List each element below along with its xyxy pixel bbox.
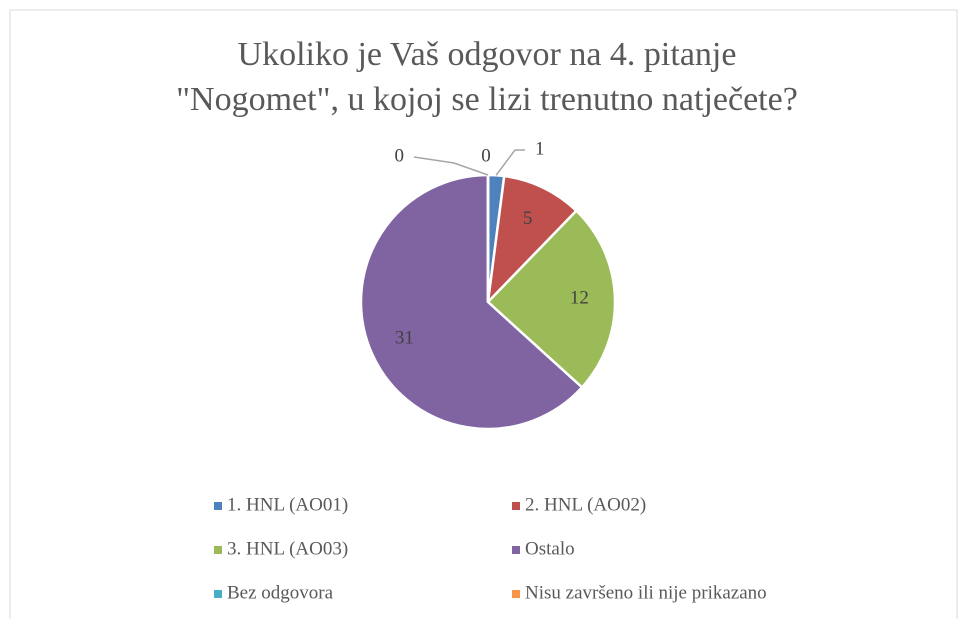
data-label: 0 xyxy=(395,145,405,166)
pie-slice xyxy=(486,174,579,306)
legend-swatch xyxy=(214,590,222,598)
data-label: 5 xyxy=(523,208,533,229)
data-label: 12 xyxy=(570,287,589,308)
legend-swatch xyxy=(512,590,520,598)
legend-swatch xyxy=(214,502,222,510)
legend-label: 1. HNL (AO01) xyxy=(227,494,348,515)
legend-swatch xyxy=(512,546,520,554)
chart-border xyxy=(9,9,958,619)
pie-slice xyxy=(486,209,617,390)
leader-line xyxy=(413,156,489,176)
leader-line xyxy=(495,149,525,176)
data-label: 1 xyxy=(535,138,545,159)
legend-label: Nisu završeno ili nije prikazano xyxy=(525,582,767,603)
legend-label: 2. HNL (AO02) xyxy=(525,494,646,515)
legend-swatch xyxy=(214,546,222,554)
chart-title: Ukoliko je Vaš odgovor na 4. pitanje xyxy=(238,36,737,73)
legend-label: Ostalo xyxy=(525,538,575,559)
legend-label: 3. HNL (AO03) xyxy=(227,538,348,559)
chart-title: "Nogomet", u kojoj se lizi trenutno natj… xyxy=(176,81,798,118)
legend-swatch xyxy=(512,502,520,510)
data-label: 31 xyxy=(395,327,414,348)
data-label: 0 xyxy=(481,145,491,166)
legend-label: Bez odgovora xyxy=(227,582,334,603)
pie-slice xyxy=(359,173,584,431)
